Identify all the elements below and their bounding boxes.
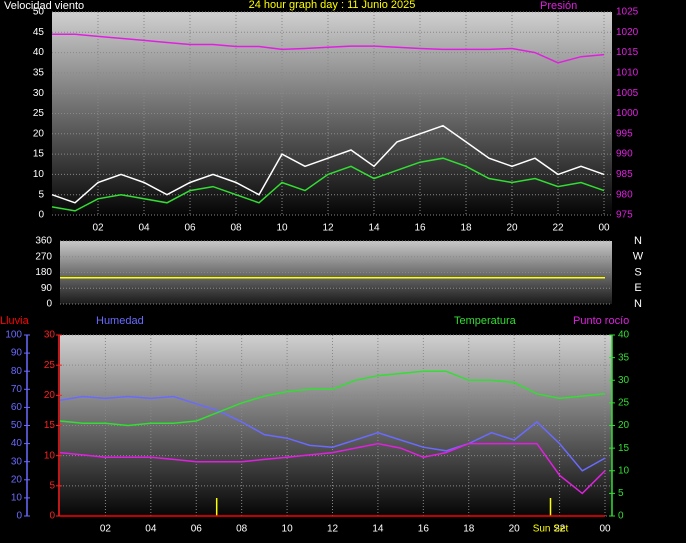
x-tick-label: 12 <box>327 524 339 535</box>
y2-tick-label: 1000 <box>616 108 639 119</box>
y-tick-label: 80 <box>11 366 23 377</box>
y-tick-label: 0 <box>46 299 52 310</box>
y-tick-label: 20 <box>33 128 45 139</box>
y-tick-label: 50 <box>33 7 45 18</box>
x-tick-label: 06 <box>184 223 196 234</box>
y2-tick-label: 10 <box>618 465 630 476</box>
y-tick-label: 360 <box>35 236 52 247</box>
y2-tick-label: 985 <box>616 169 633 180</box>
y-tick-label: 25 <box>33 108 45 119</box>
y2-tick-label: 1005 <box>616 88 639 99</box>
x-tick-label: 04 <box>138 223 150 234</box>
y-tick-label: 10 <box>33 169 45 180</box>
y2-tick-label: 975 <box>616 210 633 221</box>
y3-tick-label: 5 <box>49 480 55 491</box>
y-tick-label: 70 <box>11 384 23 395</box>
x-tick-label: 02 <box>92 223 104 234</box>
y-tick-label: 30 <box>11 456 23 467</box>
series-line <box>59 370 606 427</box>
y3-tick-label: 25 <box>44 360 56 371</box>
series-label: Velocidad viento <box>4 0 84 12</box>
compass-label: N <box>634 298 642 310</box>
y3-tick-label: 30 <box>44 330 56 341</box>
y3-tick-label: 0 <box>49 511 55 522</box>
y-tick-label: 35 <box>33 68 45 79</box>
y-tick-label: 40 <box>33 47 45 58</box>
series-label: Presión <box>540 0 577 12</box>
series-line <box>59 442 606 495</box>
series-label: Temperatura <box>454 315 517 327</box>
x-tick-label: 08 <box>230 223 242 234</box>
y2-tick-label: 25 <box>618 398 630 409</box>
y-tick-label: 5 <box>38 189 44 200</box>
compass-label: W <box>633 251 644 263</box>
series-line <box>51 157 605 212</box>
x-tick-label: 00 <box>598 223 610 234</box>
y-tick-label: 90 <box>11 348 23 359</box>
y2-tick-label: 990 <box>616 149 633 160</box>
x-tick-label: 14 <box>368 223 380 234</box>
y-tick-label: 15 <box>33 149 45 160</box>
y-tick-label: 100 <box>5 330 22 341</box>
y-tick-label: 40 <box>11 438 23 449</box>
x-tick-label: 04 <box>145 524 157 535</box>
x-tick-label: 00 <box>599 524 611 535</box>
y-tick-label: 30 <box>33 88 45 99</box>
y-tick-label: 50 <box>11 420 23 431</box>
y2-tick-label: 20 <box>618 420 630 431</box>
y2-tick-label: 1025 <box>616 7 639 18</box>
y2-tick-label: 5 <box>618 488 624 499</box>
compass-label: S <box>634 266 641 278</box>
x-tick-label: 18 <box>463 524 475 535</box>
series-line <box>59 395 606 472</box>
chart-title: 24 hour graph day : 11 Junio 2025 <box>249 0 416 11</box>
y2-tick-label: 35 <box>618 352 630 363</box>
x-tick-label: 06 <box>191 524 203 535</box>
y-tick-label: 10 <box>11 493 23 504</box>
compass-label: E <box>634 282 641 294</box>
y2-tick-label: 980 <box>616 189 633 200</box>
x-tick-label: 12 <box>322 223 334 234</box>
x-tick-label: 08 <box>236 524 248 535</box>
x-tick-label: 22 <box>554 524 566 535</box>
y-tick-label: 60 <box>11 402 23 413</box>
y2-tick-label: 1020 <box>616 27 639 38</box>
series-line <box>51 124 605 204</box>
y2-tick-label: 0 <box>618 511 624 522</box>
annotation: Sun Set <box>533 524 569 535</box>
y-tick-label: 20 <box>11 474 23 485</box>
x-tick-label: 18 <box>460 223 472 234</box>
y3-tick-label: 10 <box>44 450 56 461</box>
series-label: Lluvia <box>0 315 30 327</box>
x-tick-label: 16 <box>418 524 430 535</box>
y-tick-label: 90 <box>41 283 53 294</box>
y3-tick-label: 20 <box>44 390 56 401</box>
y2-tick-label: 40 <box>618 330 630 341</box>
x-tick-label: 16 <box>414 223 426 234</box>
y-tick-label: 180 <box>35 267 52 278</box>
x-tick-label: 20 <box>509 524 521 535</box>
y-tick-label: 45 <box>33 27 45 38</box>
y2-tick-label: 1015 <box>616 47 639 58</box>
x-tick-label: 14 <box>372 524 384 535</box>
series-label: Punto rocío <box>573 315 629 327</box>
x-tick-label: 10 <box>276 223 288 234</box>
y2-tick-label: 995 <box>616 128 633 139</box>
y-tick-label: 0 <box>38 210 44 221</box>
x-tick-label: 10 <box>282 524 294 535</box>
x-tick-label: 20 <box>506 223 518 234</box>
x-tick-label: 22 <box>552 223 564 234</box>
series-line <box>52 33 605 64</box>
y2-tick-label: 30 <box>618 375 630 386</box>
series-label: Humedad <box>96 315 144 327</box>
y2-tick-label: 15 <box>618 443 630 454</box>
y-tick-label: 0 <box>16 511 22 522</box>
x-tick-label: 02 <box>100 524 112 535</box>
compass-label: N <box>634 235 642 247</box>
y2-tick-label: 1010 <box>616 68 639 79</box>
y3-tick-label: 15 <box>44 420 56 431</box>
y-tick-label: 270 <box>35 251 52 262</box>
